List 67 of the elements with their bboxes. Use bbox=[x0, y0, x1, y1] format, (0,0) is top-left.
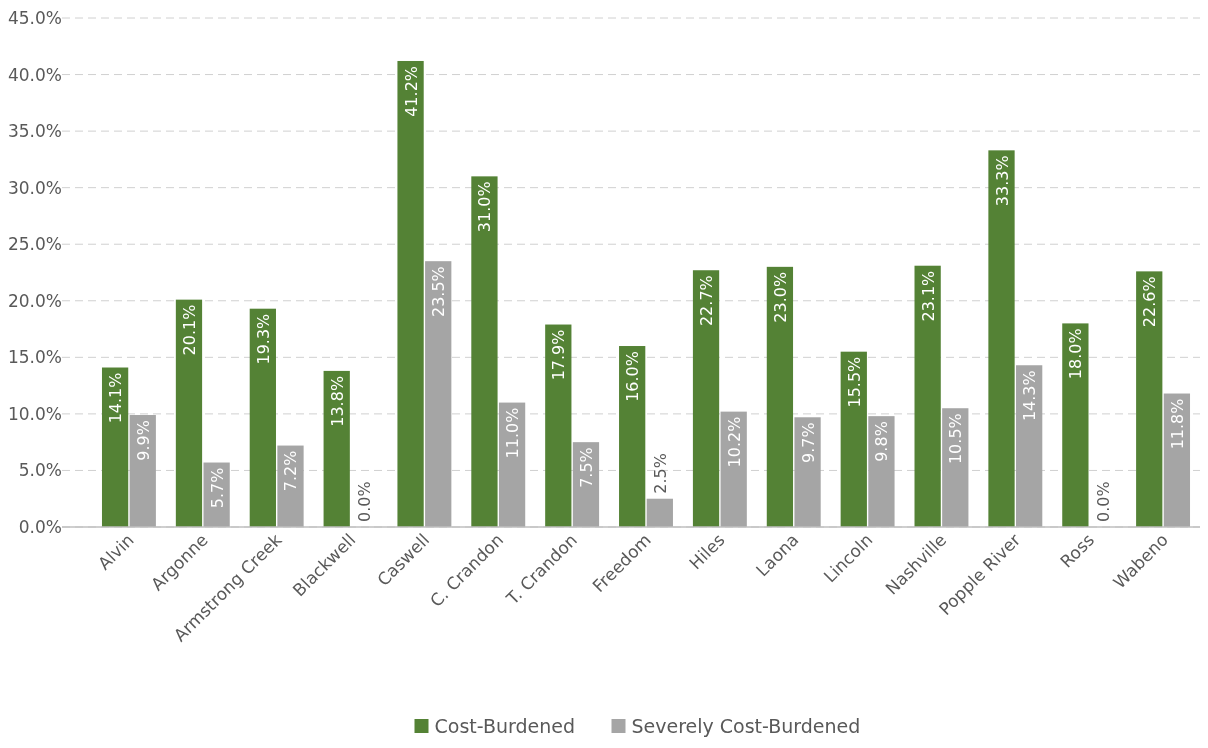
data-label: 13.8% bbox=[327, 375, 347, 427]
data-label: 23.5% bbox=[429, 266, 449, 318]
data-label: 23.1% bbox=[918, 270, 938, 322]
bar bbox=[619, 346, 646, 527]
data-label: 41.2% bbox=[401, 65, 421, 117]
y-tick-label: 5.0% bbox=[18, 460, 62, 481]
data-label: 31.0% bbox=[475, 181, 495, 233]
bar bbox=[1136, 271, 1163, 527]
bar bbox=[942, 408, 969, 527]
bar bbox=[1016, 365, 1043, 527]
legend-label: Severely Cost-Burdened bbox=[631, 714, 861, 737]
data-label: 22.6% bbox=[1140, 276, 1160, 328]
y-tick-label: 15.0% bbox=[7, 347, 62, 368]
bar bbox=[1062, 323, 1089, 527]
bar bbox=[425, 261, 452, 527]
bar bbox=[646, 498, 673, 527]
data-label: 18.0% bbox=[1066, 328, 1086, 380]
bar bbox=[692, 270, 720, 527]
data-label: 17.9% bbox=[549, 329, 569, 381]
data-label: 0.0% bbox=[1094, 481, 1114, 522]
data-label: 7.5% bbox=[576, 447, 596, 488]
legend-label: Cost-Burdened bbox=[434, 714, 576, 737]
data-label: 7.2% bbox=[281, 450, 301, 492]
data-label: 14.1% bbox=[106, 372, 126, 424]
bar bbox=[545, 324, 572, 527]
y-tick-label: 45.0% bbox=[7, 7, 62, 28]
y-tick-label: 20.0% bbox=[7, 290, 62, 311]
bar bbox=[129, 415, 156, 527]
data-label: 9.9% bbox=[133, 420, 153, 461]
bar bbox=[323, 370, 350, 527]
bar bbox=[277, 445, 304, 527]
y-tick-label: 35.0% bbox=[7, 121, 62, 142]
y-tick-label: 0.0% bbox=[18, 516, 62, 537]
data-label: 9.7% bbox=[798, 422, 818, 463]
data-label: 11.0% bbox=[503, 407, 523, 459]
data-label: 5.7% bbox=[207, 467, 227, 509]
y-tick-label: 10.0% bbox=[7, 403, 62, 424]
data-label: 11.8% bbox=[1167, 398, 1187, 450]
bar bbox=[498, 402, 526, 527]
data-label: 10.2% bbox=[724, 416, 744, 468]
bar bbox=[794, 417, 821, 527]
bar bbox=[101, 367, 129, 527]
bar bbox=[397, 60, 424, 527]
bar bbox=[914, 265, 941, 527]
data-label: 14.3% bbox=[1020, 370, 1040, 422]
data-label: 16.0% bbox=[623, 351, 643, 402]
y-tick-label: 30.0% bbox=[7, 177, 62, 198]
data-label: 22.7% bbox=[697, 275, 717, 327]
data-label: 10.5% bbox=[946, 413, 966, 465]
data-label: 2.5% bbox=[650, 453, 670, 494]
data-label: 33.3% bbox=[992, 155, 1012, 207]
data-label: 15.5% bbox=[844, 356, 864, 408]
bar bbox=[840, 351, 867, 527]
data-label: 19.3% bbox=[253, 313, 273, 365]
data-label: 23.0% bbox=[770, 271, 790, 323]
bar bbox=[175, 299, 203, 527]
bar bbox=[868, 416, 895, 527]
y-tick-label: 40.0% bbox=[7, 64, 62, 85]
y-tick-label: 25.0% bbox=[7, 234, 62, 255]
data-label: 0.0% bbox=[355, 481, 375, 522]
bar bbox=[471, 176, 498, 527]
bar bbox=[249, 308, 276, 527]
data-label: 20.1% bbox=[179, 304, 199, 356]
bar bbox=[988, 150, 1015, 527]
data-label: 9.8% bbox=[872, 421, 892, 462]
bar bbox=[1163, 393, 1191, 527]
bar bbox=[766, 266, 794, 527]
